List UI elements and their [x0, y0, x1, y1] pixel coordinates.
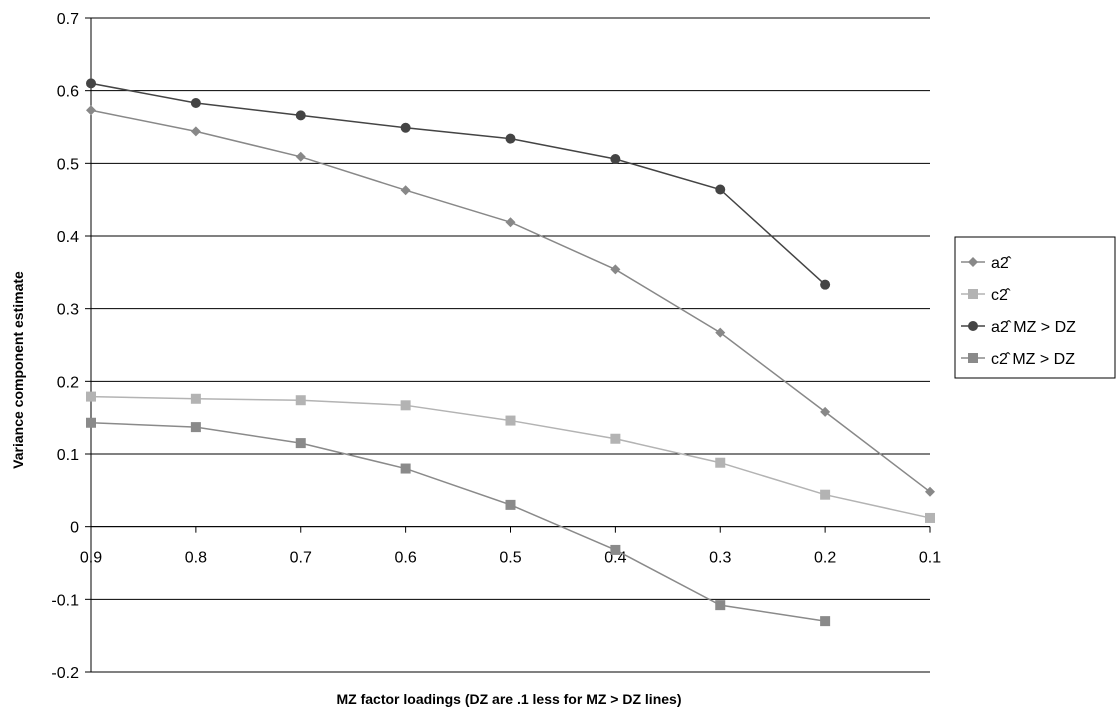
data-point [820, 406, 831, 417]
plot-area: -0.2 -0.1 0 0.1 0.2 0.3 0.4 0.5 0.6 0.7 0.9 0.8 0.7 0… [51, 11, 941, 682]
legend-item: c2̂ [961, 287, 1011, 304]
data-point [295, 151, 306, 162]
data-point [400, 463, 411, 474]
data-point [925, 512, 935, 523]
x-tick-label: 0.1 [919, 550, 941, 567]
data-point [820, 279, 831, 290]
legend-marker [968, 257, 978, 267]
series-2 [86, 391, 935, 523]
y-tick-label: 0 [70, 520, 79, 537]
x-tick-label: 0.5 [499, 550, 521, 567]
x-axis-label: MZ factor loadings (DZ are .1 less for M… [336, 691, 681, 707]
data-point [610, 153, 621, 164]
data-point [505, 217, 516, 228]
data-point [190, 98, 201, 109]
data-point [86, 105, 96, 116]
data-point [400, 185, 411, 196]
legend-label: a2̂ [991, 255, 1012, 272]
y-tick-label: 0.7 [57, 11, 79, 28]
x-tick-label: 0.3 [709, 550, 731, 567]
legend-marker [968, 321, 978, 331]
x-tick-label: 0.2 [814, 550, 836, 567]
x-tick-label: 0.4 [604, 550, 626, 567]
data-point [925, 486, 935, 497]
legend-label: a2̂ MZ > DZ [991, 319, 1076, 336]
y-tick-label: 0.5 [57, 156, 79, 173]
series-1 [86, 105, 935, 497]
legend-item: a2̂ MZ > DZ [961, 319, 1076, 336]
legend: a2̂ c2̂ a2̂ MZ > DZ c2̂ MZ > DZ [954, 236, 1116, 379]
y-tick-label: 0.1 [57, 447, 79, 464]
series-line [90, 395, 931, 519]
legend-label: c2̂ MZ > DZ [991, 351, 1075, 368]
legend-label: c2̂ [991, 287, 1011, 304]
data-point [505, 133, 516, 144]
legend-item: c2̂ MZ > DZ [961, 351, 1075, 368]
data-point [86, 391, 96, 402]
data-point [295, 395, 306, 406]
y-tick-label: 0.3 [57, 302, 79, 319]
y-tick-label: 0.6 [57, 84, 79, 101]
legend-marker [968, 353, 978, 363]
legend-item: a2̂ [961, 255, 1012, 272]
x-tick-label: 0.7 [290, 550, 312, 567]
data-point [715, 327, 726, 338]
data-point [400, 400, 411, 411]
data-point [295, 438, 306, 449]
x-axis-title: MZ factor loadings (DZ are .1 less for M… [336, 691, 681, 707]
data-point [505, 415, 516, 426]
data-point [610, 544, 621, 555]
data-point [820, 616, 831, 627]
legend-box [954, 236, 1116, 379]
series-4 [86, 417, 831, 627]
data-point [190, 422, 201, 433]
data-point [610, 264, 621, 275]
data-point [190, 126, 201, 137]
y-tick-label: -0.2 [51, 665, 79, 682]
data-point [715, 457, 726, 468]
series-line [90, 82, 826, 286]
y-tick-label: 0.2 [57, 374, 79, 391]
data-point [610, 433, 621, 444]
series-line [90, 109, 931, 493]
data-point [715, 184, 726, 195]
data-point [505, 499, 516, 510]
data-point [400, 122, 411, 133]
y-tick-label: -0.1 [51, 592, 79, 609]
y-tick-label: 0.4 [57, 229, 79, 246]
data-point [190, 393, 201, 404]
x-tick-label: 0.8 [185, 550, 207, 567]
data-point [86, 417, 96, 428]
y-axis-label: Variance component estimate [10, 271, 26, 469]
data-point [715, 600, 726, 611]
data-point [820, 489, 831, 500]
y-axis-title: Variance component estimate [10, 271, 26, 469]
x-tick-label: 0.6 [395, 550, 417, 567]
data-point [295, 110, 306, 121]
legend-marker [968, 289, 978, 299]
series-3 [86, 78, 831, 290]
data-point [86, 78, 96, 89]
x-tick-label: 0.9 [80, 550, 102, 567]
series-line [90, 422, 826, 622]
